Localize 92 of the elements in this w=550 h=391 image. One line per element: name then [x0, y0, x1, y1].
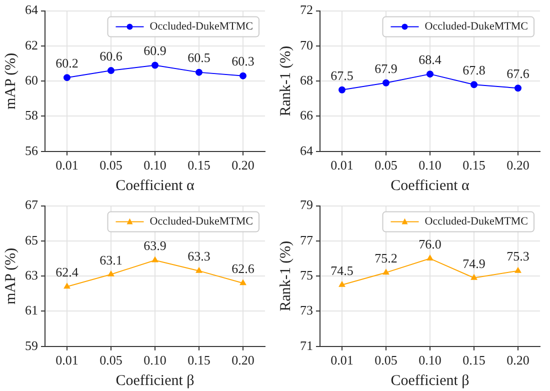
x-tick-label: 0.15 — [188, 158, 210, 173]
y-tick-label: 70 — [300, 37, 313, 52]
y-tick-label: 71 — [300, 338, 313, 353]
y-tick-label: 58 — [25, 108, 38, 123]
y-axis-title: Rank-1 (%) — [278, 46, 294, 116]
point — [108, 67, 114, 74]
legend-label: Occluded-DukeMTMC — [424, 20, 528, 33]
y-axis-title: mAP (%) — [2, 52, 19, 110]
y-tick-label: 56 — [25, 142, 38, 158]
x-tick-label: 0.15 — [188, 352, 210, 368]
point — [470, 274, 478, 280]
data-label: 60.5 — [188, 50, 210, 66]
data-label: 67.9 — [374, 60, 398, 76]
point — [240, 72, 246, 80]
y-tick-label: 79 — [300, 197, 313, 212]
x-tick-label: 0.05 — [374, 158, 398, 173]
point — [514, 84, 522, 92]
point — [514, 267, 522, 273]
y-tick-label: 68 — [300, 72, 313, 88]
x-tick-label: 0.10 — [144, 352, 166, 368]
y-axis-title: Rank-1 (%) — [278, 240, 294, 312]
data-label: 68.4 — [418, 52, 442, 67]
x-axis-title: Coefficient α — [390, 178, 470, 194]
y-tick-label: 73 — [300, 302, 313, 318]
data-label: 60.6 — [100, 48, 123, 64]
x-tick-label: 0.01 — [330, 158, 354, 173]
point — [382, 269, 390, 275]
data-label: 63.3 — [188, 248, 210, 264]
x-tick-label: 0.01 — [56, 158, 78, 173]
x-tick-label: 0.05 — [100, 158, 122, 173]
y-tick-label: 63 — [25, 268, 38, 283]
legend-label: Occluded-DukeMTMC — [150, 20, 254, 33]
point — [196, 267, 202, 273]
x-tick-label: 0.20 — [232, 158, 254, 173]
x-axis-title: Coefficient β — [116, 372, 194, 389]
data-label: 75.3 — [506, 248, 530, 264]
y-tick-label: 59 — [25, 338, 38, 353]
point — [152, 62, 158, 69]
data-label: 60.3 — [232, 54, 254, 69]
x-tick-label: 0.15 — [462, 158, 486, 173]
x-tick-label: 0.20 — [506, 352, 530, 368]
point — [382, 79, 390, 86]
y-tick-label: 67 — [25, 197, 38, 212]
data-label: 67.6 — [506, 66, 530, 82]
point — [426, 70, 434, 78]
legend-label: Occluded-DukeMTMC — [150, 216, 254, 228]
y-tick-label: 72 — [300, 2, 313, 18]
point — [470, 81, 478, 88]
y-tick-label: 65 — [25, 232, 38, 248]
data-label: 63.1 — [100, 252, 122, 268]
y-tick-label: 75 — [300, 268, 313, 283]
point — [64, 283, 70, 289]
x-tick-label: 0.01 — [330, 352, 354, 368]
x-tick-label: 0.05 — [100, 352, 122, 368]
data-label: 67.8 — [462, 62, 486, 78]
data-label: 76.0 — [418, 236, 442, 252]
point — [338, 86, 346, 94]
point — [240, 280, 246, 286]
point — [108, 270, 114, 276]
y-tick-label: 66 — [300, 108, 314, 123]
data-label: 62.4 — [56, 264, 79, 280]
point — [338, 281, 346, 287]
x-tick-label: 0.20 — [506, 158, 530, 173]
x-tick-label: 0.15 — [462, 352, 486, 368]
y-tick-label: 62 — [25, 37, 38, 52]
y-tick-label: 77 — [300, 232, 314, 248]
data-label: 74.9 — [462, 256, 486, 271]
y-tick-label: 64 — [300, 142, 314, 158]
data-label: 63.9 — [144, 238, 166, 254]
y-tick-label: 61 — [25, 302, 38, 318]
data-label: 75.2 — [374, 250, 398, 266]
x-tick-label: 0.10 — [418, 352, 442, 368]
x-axis-title: Coefficient α — [116, 178, 195, 194]
data-label: 60.9 — [144, 43, 166, 58]
y-axis-title: mAP (%) — [2, 248, 19, 304]
point — [64, 74, 70, 82]
x-tick-label: 0.10 — [418, 158, 442, 173]
data-label: 60.2 — [56, 56, 78, 71]
point — [152, 256, 158, 262]
x-tick-label: 0.10 — [144, 158, 166, 173]
x-axis-title: Coefficient β — [390, 372, 470, 389]
x-tick-label: 0.20 — [232, 352, 254, 368]
point — [196, 68, 202, 76]
point — [426, 255, 434, 261]
legend-label: Occluded-DukeMTMC — [424, 216, 528, 228]
y-tick-label: 60 — [25, 72, 38, 88]
y-tick-label: 64 — [25, 2, 38, 18]
data-label: 62.6 — [232, 261, 255, 276]
data-label: 74.5 — [330, 262, 354, 278]
x-tick-label: 0.05 — [374, 352, 398, 368]
data-label: 67.5 — [330, 68, 354, 83]
x-tick-label: 0.01 — [56, 352, 78, 368]
